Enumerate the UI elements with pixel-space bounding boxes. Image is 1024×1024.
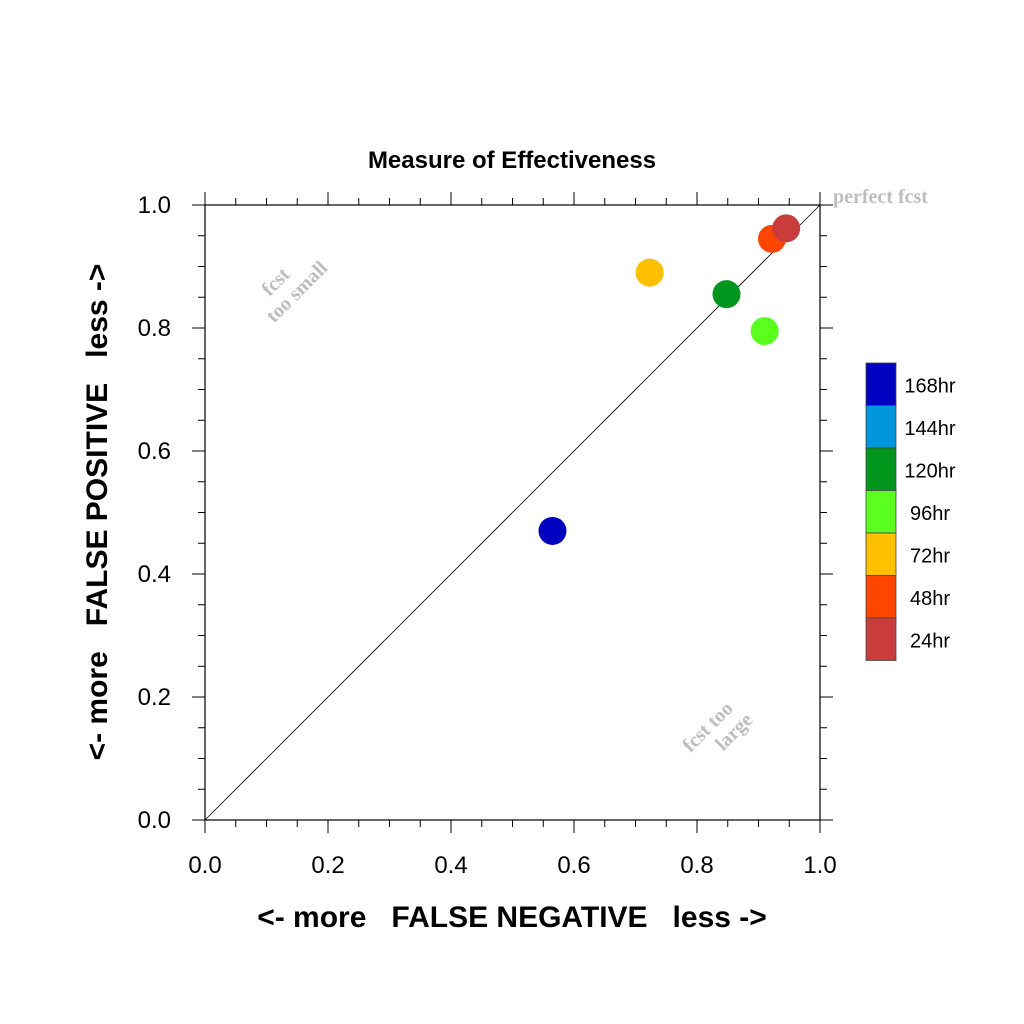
legend-label-144hr: 144hr	[904, 418, 955, 440]
x-tick-label: 0.2	[311, 852, 344, 879]
legend-swatch-48hr	[865, 575, 897, 619]
annotation-too-small: fcst too small	[257, 257, 332, 327]
x-tick-label: 0.8	[680, 852, 713, 879]
minor-ticks	[198, 198, 827, 827]
data-point-72hr	[635, 258, 664, 287]
data-point-168hr	[538, 516, 567, 545]
legend-label-120hr: 120hr	[904, 460, 955, 482]
annotation-too-large: fcst too large	[678, 697, 757, 756]
legend-swatch-72hr	[865, 532, 897, 576]
data-points	[538, 214, 801, 545]
major-ticks	[192, 192, 833, 833]
y-axis-label: <- more FALSE POSITIVE less ->	[81, 264, 114, 761]
data-point-96hr	[750, 317, 779, 346]
legend-swatch-120hr	[865, 447, 897, 491]
x-axis-label: <- more FALSE NEGATIVE less ->	[257, 901, 767, 934]
x-tick-label: 0.6	[557, 852, 590, 879]
diagonal-reference-line	[204, 204, 821, 821]
y-tick-label: 0.6	[138, 438, 171, 465]
legend-label-72hr: 72hr	[910, 545, 950, 567]
legend: 168hr 144hr 120hr 96hr 72hr 48hr 24hr	[865, 362, 956, 661]
data-point-24hr	[772, 214, 801, 243]
x-tick-labels: 0.0 0.2 0.4 0.6 0.8 1.0	[188, 852, 836, 879]
legend-swatch-144hr	[865, 405, 897, 449]
y-tick-labels: 0.0 0.2 0.4 0.6 0.8 1.0	[138, 192, 171, 834]
chart-title: Measure of Effectiveness	[368, 147, 656, 174]
legend-label-24hr: 24hr	[910, 630, 950, 652]
legend-swatch-96hr	[865, 490, 897, 534]
y-tick-label: 0.2	[138, 684, 171, 711]
data-point-120hr	[712, 280, 741, 309]
y-tick-label: 0.8	[138, 315, 171, 342]
legend-label-48hr: 48hr	[910, 588, 950, 610]
y-tick-label: 0.0	[138, 807, 171, 834]
x-tick-label: 0.0	[188, 852, 221, 879]
legend-label-96hr: 96hr	[910, 503, 950, 525]
x-tick-label: 0.4	[434, 852, 467, 879]
y-tick-label: 0.4	[138, 561, 171, 588]
y-tick-label: 1.0	[138, 192, 171, 219]
x-tick-label: 1.0	[803, 852, 836, 879]
legend-swatch-168hr	[865, 362, 897, 406]
annotation-perfect-fcst: perfect fcst	[833, 186, 928, 208]
legend-swatch-24hr	[865, 617, 897, 661]
legend-label-168hr: 168hr	[904, 375, 955, 397]
